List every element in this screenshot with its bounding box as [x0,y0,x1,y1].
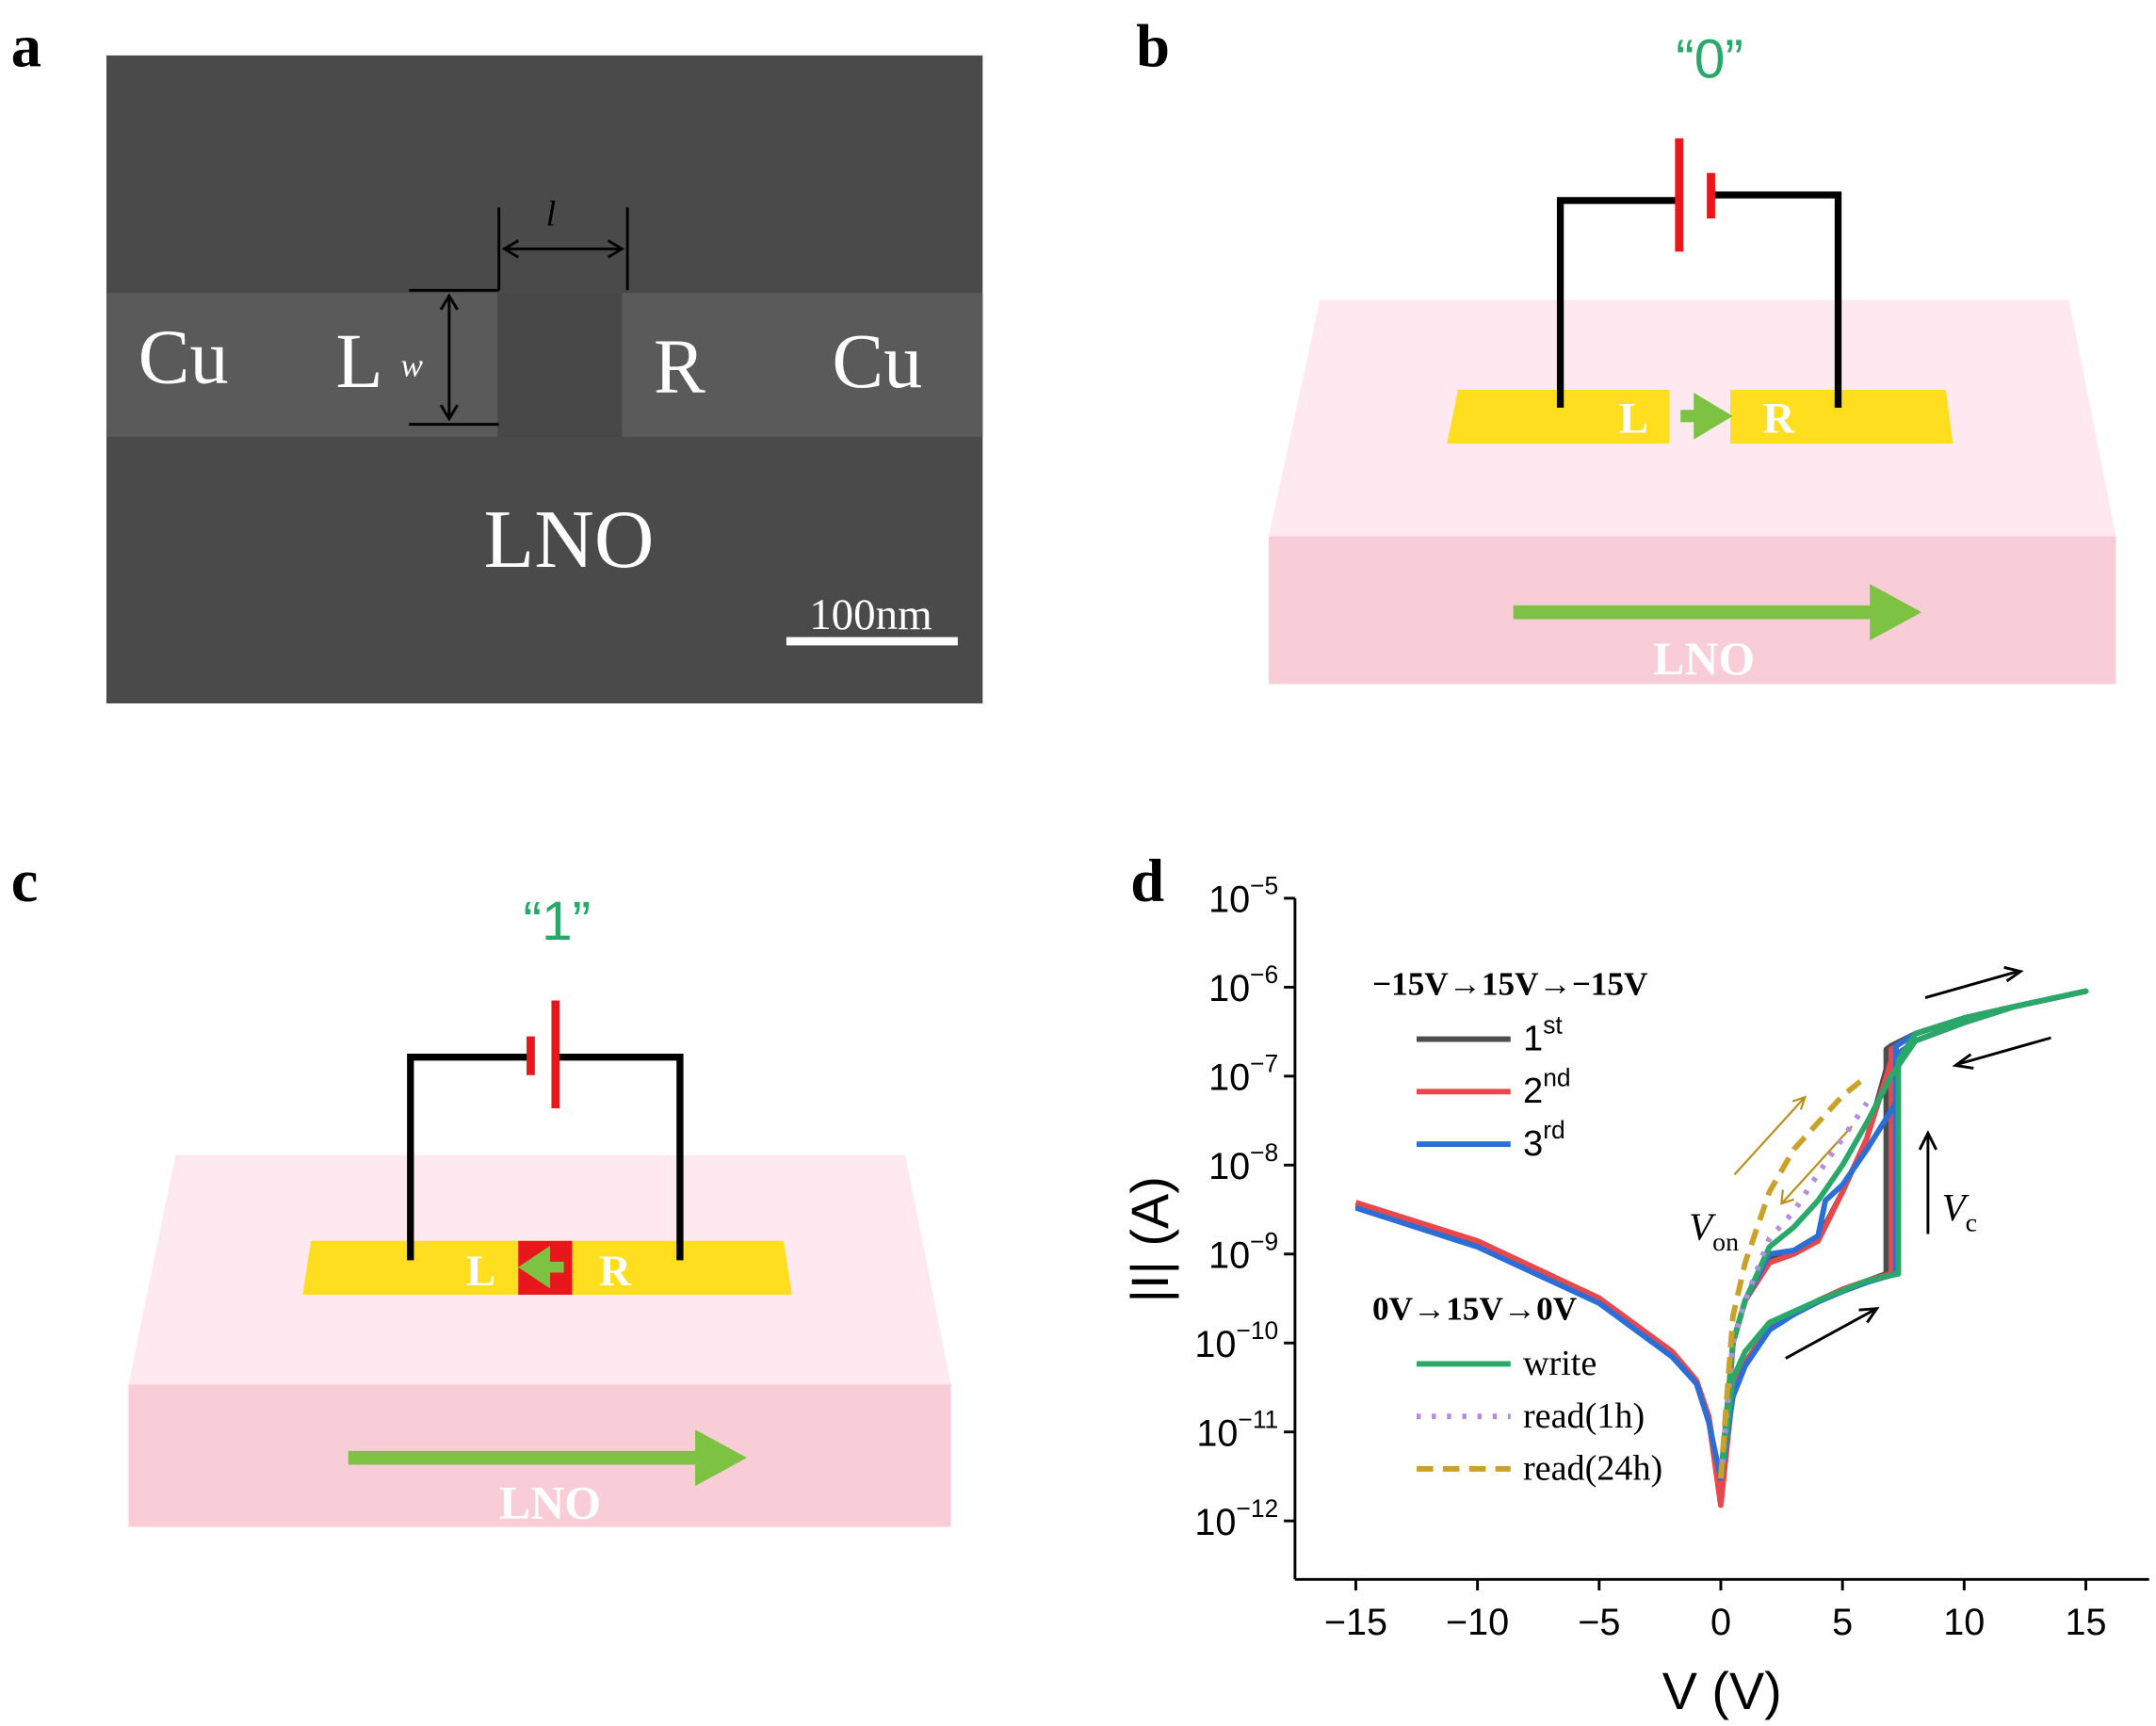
label: L [336,318,383,404]
panel-label: c [11,847,39,914]
y-tick-label: 10−8 [1208,1138,1278,1187]
scale-bar [786,637,958,646]
label: w [401,347,424,383]
label: R [1762,394,1795,443]
series-line [1718,988,2089,1479]
direction-arrows [1785,965,2051,1360]
panel-label: a [11,12,41,80]
legend-label: write [1523,1344,1597,1383]
label: L [1619,394,1648,443]
legend-title: −15V→15V→−15V [1372,966,1648,1003]
label: R [654,324,705,410]
legend-label: 2nd [1523,1063,1571,1111]
label: Cu [832,318,922,404]
legend-label: 3rd [1523,1116,1565,1164]
electrode [1730,389,1953,444]
legend-label: 1st [1523,1011,1563,1059]
y-tick-label: 10−9 [1208,1227,1278,1276]
x-tick-label: −5 [1578,1602,1620,1643]
y-tick-label: 10−12 [1194,1494,1278,1543]
annotation: Von [1689,1204,1739,1257]
y-tick-label: 10−11 [1196,1405,1278,1454]
x-tick-label: −10 [1446,1602,1509,1643]
label: LNO [499,1477,601,1529]
label: L [466,1247,495,1296]
read-arrows [1733,1095,1854,1205]
x-tick-label: 15 [2065,1602,2106,1643]
y-tick-label: 10−6 [1208,960,1278,1009]
x-tick-label: 0 [1710,1602,1731,1643]
arrow [1680,392,1733,440]
label: LNO [1653,633,1755,685]
arrow [1513,584,1922,641]
gap [497,293,623,437]
dimension-lines [409,207,629,427]
state-label: “0” [1676,28,1743,89]
annotation: Vc [1942,1186,1977,1238]
state-label: “1” [523,891,591,952]
label: LNO [484,494,655,586]
label: Cu [138,315,229,400]
x-tick-label: 10 [1943,1602,1985,1643]
legend-title: 0V→15V→0V [1372,1290,1578,1327]
wire [1556,191,1842,409]
scale-bar-label: 100nm [809,590,932,639]
label: l [546,194,557,234]
electrode [1447,389,1670,444]
legend-label: read(24h) [1523,1449,1662,1489]
y-tick-label: 10−5 [1208,872,1278,921]
y-axis-label: |I| (A) [1121,1176,1179,1302]
legend-label: read(1h) [1523,1396,1645,1436]
y-tick-label: 10−10 [1194,1316,1278,1365]
y-tick-label: 10−7 [1208,1049,1278,1098]
panel-label: d [1130,847,1164,914]
x-tick-label: −15 [1324,1602,1387,1643]
x-tick-label: 5 [1832,1602,1853,1643]
label: R [599,1247,632,1296]
wire [407,1053,684,1261]
arrow [348,1429,747,1487]
series-line [1718,1073,1869,1479]
arrow [517,1245,564,1289]
x-axis-label: V (V) [1662,1662,1782,1720]
panel-label: b [1136,12,1170,80]
